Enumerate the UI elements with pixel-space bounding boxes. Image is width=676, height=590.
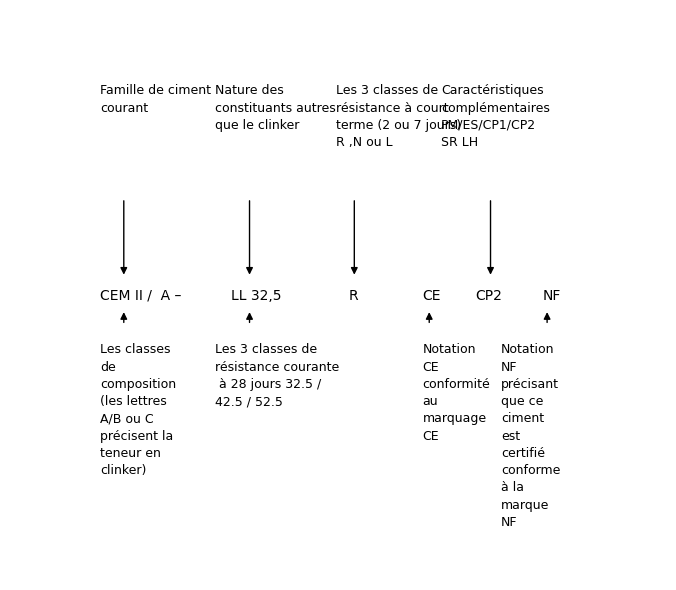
Text: précisant: précisant [501, 378, 559, 391]
Text: NF: NF [501, 360, 518, 373]
Text: Nature des: Nature des [216, 84, 284, 97]
Text: à 28 jours 32.5 /: à 28 jours 32.5 / [216, 378, 322, 391]
Text: de: de [100, 360, 116, 373]
Text: Famille de ciment: Famille de ciment [100, 84, 211, 97]
Text: marquage: marquage [422, 412, 487, 425]
Text: Notation: Notation [501, 343, 554, 356]
Text: complémentaires: complémentaires [441, 101, 550, 114]
Text: CEM II /  A –: CEM II / A – [100, 289, 182, 303]
Text: que ce: que ce [501, 395, 544, 408]
Text: R ,N ou L: R ,N ou L [336, 136, 393, 149]
Text: Les 3 classes de: Les 3 classes de [216, 343, 318, 356]
Text: CP2: CP2 [475, 289, 502, 303]
Text: résistance à court: résistance à court [336, 101, 449, 114]
Text: (les lettres: (les lettres [100, 395, 167, 408]
Text: constituants autres: constituants autres [216, 101, 336, 114]
Text: terme (2 ou 7 jours): terme (2 ou 7 jours) [336, 119, 461, 132]
Text: R: R [349, 289, 359, 303]
Text: teneur en: teneur en [100, 447, 161, 460]
Text: au: au [422, 395, 438, 408]
Text: est: est [501, 430, 520, 442]
Text: conformité: conformité [422, 378, 490, 391]
Text: CE: CE [422, 430, 439, 442]
Text: clinker): clinker) [100, 464, 147, 477]
Text: courant: courant [100, 101, 148, 114]
Text: ciment: ciment [501, 412, 544, 425]
Text: LL 32,5: LL 32,5 [231, 289, 282, 303]
Text: que le clinker: que le clinker [216, 119, 300, 132]
Text: composition: composition [100, 378, 176, 391]
Text: Notation: Notation [422, 343, 476, 356]
Text: 42.5 / 52.5: 42.5 / 52.5 [216, 395, 283, 408]
Text: marque: marque [501, 499, 550, 512]
Text: résistance courante: résistance courante [216, 360, 340, 373]
Text: PM/ES/CP1/CP2: PM/ES/CP1/CP2 [441, 119, 536, 132]
Text: A/B ou C: A/B ou C [100, 412, 154, 425]
Text: SR LH: SR LH [441, 136, 478, 149]
Text: précisent la: précisent la [100, 430, 174, 442]
Text: certifié: certifié [501, 447, 545, 460]
Text: Les 3 classes de: Les 3 classes de [336, 84, 438, 97]
Text: Caractéristiques: Caractéristiques [441, 84, 544, 97]
Text: NF: NF [543, 289, 561, 303]
Text: CE: CE [422, 360, 439, 373]
Text: CE: CE [422, 289, 441, 303]
Text: conforme: conforme [501, 464, 560, 477]
Text: NF: NF [501, 516, 518, 529]
Text: à la: à la [501, 481, 524, 494]
Text: Les classes: Les classes [100, 343, 171, 356]
